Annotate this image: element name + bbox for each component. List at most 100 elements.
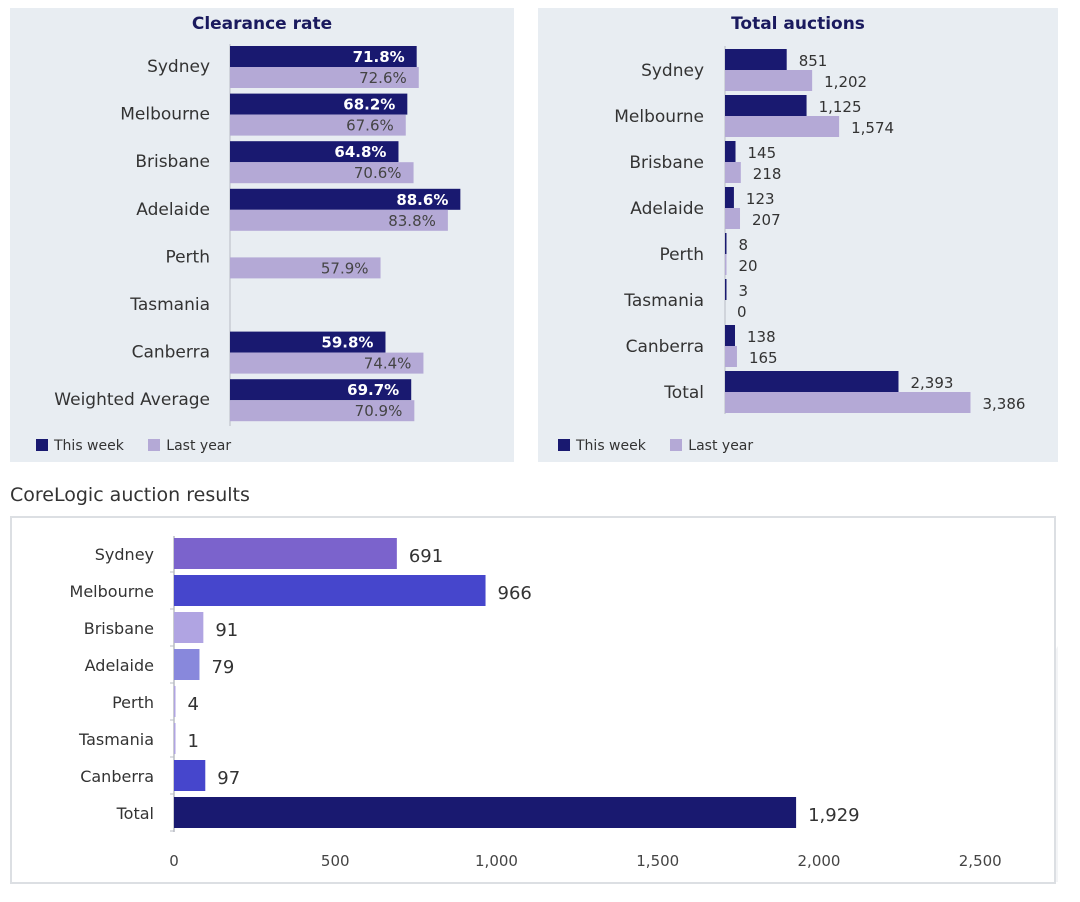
auctions-bar-last-year-perth [725,254,727,275]
clearance-bar-last-year-canberra [230,352,424,374]
clearance-bar-this-week-canberra [230,331,386,353]
clearance-bar-last-year-perth [230,257,381,279]
results-bar-tasmania [174,723,176,754]
results-label-canberra: 97 [217,768,240,789]
clearance-label-this-week-melbourne: 68.2% [343,96,395,114]
clearance-category-weighted-average: Weighted Average [54,390,210,410]
results-bar-adelaide [174,649,200,680]
legend-label-this-week: This week [54,438,124,454]
auctions-bar-this-week-sydney [725,49,787,70]
results-bar-melbourne [174,575,486,606]
auctions-label-last-year-sydney: 1,202 [824,73,867,91]
auctions-label-last-year-tasmania: 0 [737,303,747,321]
legend-last-year: Last year [670,438,753,454]
auctions-bar-this-week-total [725,371,899,392]
results-category-canberra: Canberra [80,767,154,786]
results-label-total: 1,929 [808,805,860,826]
results-bar-brisbane [174,612,204,643]
clearance-rate-chart: Sydney 71.8% 72.6% Melbourne 68.2% 67.6% Brisb… [54,44,461,426]
auctions-bar-this-week-melbourne [725,95,807,116]
legend-swatch-this-week [36,439,48,451]
auctions-category-total: Total [663,383,704,403]
legend-label-last-year: Last year [166,438,232,454]
clearance-bar-last-year-melbourne [230,114,406,136]
total-auctions-panel: Total auctions Sydney 851 1,202 Melbourne 1,… [538,8,1058,462]
clearance-label-last-year-brisbane: 70.6% [354,164,402,182]
clearance-label-last-year-perth: 57.9% [321,259,369,277]
auctions-bar-this-week-perth [725,233,727,254]
auctions-bar-this-week-canberra [725,325,736,346]
clearance-category-adelaide: Adelaide [136,200,210,220]
auctions-label-this-week-total: 2,393 [910,374,953,392]
total-auctions-title: Total auctions [731,14,865,34]
auctions-label-last-year-canberra: 165 [749,349,778,367]
auctions-label-last-year-perth: 20 [739,257,758,275]
auctions-category-sydney: Sydney [641,61,704,81]
results-label-perth: 4 [188,694,199,715]
clearance-category-tasmania: Tasmania [129,295,210,315]
corelogic-results-title: CoreLogic auction results [10,484,250,506]
corelogic-results-chart: Sydney 691 Melbourne 966 Brisbane 91 Adelaide 7… [70,536,1002,870]
clearance-label-this-week-adelaide: 88.6% [396,191,448,209]
auctions-label-this-week-melbourne: 1,125 [819,98,862,116]
auctions-category-brisbane: Brisbane [629,153,704,173]
legend-swatch-last-year [670,439,683,451]
auctions-label-this-week-tasmania: 3 [739,282,749,300]
results-label-melbourne: 966 [498,583,532,604]
clearance-bar-this-week-weighted-average [230,379,412,401]
clearance-category-melbourne: Melbourne [120,105,210,125]
results-bar-sydney [174,538,397,569]
auctions-category-adelaide: Adelaide [630,199,704,219]
results-xtick-1000: 1,000 [475,852,518,870]
clearance-label-last-year-melbourne: 67.6% [346,117,394,135]
results-xtick-1500: 1,500 [636,852,679,870]
clearance-label-last-year-adelaide: 83.8% [388,212,436,230]
auctions-label-this-week-brisbane: 145 [748,144,777,162]
results-xtick-2500: 2,500 [959,852,1002,870]
clearance-bar-this-week-adelaide [230,188,461,210]
clearance-label-last-year-weighted-average: 70.9% [355,402,403,420]
results-label-brisbane: 91 [215,620,238,641]
auctions-bar-last-year-sydney [725,70,813,91]
clearance-bar-last-year-brisbane [230,162,414,184]
results-category-brisbane: Brisbane [84,619,154,638]
clearance-bar-last-year-sydney [230,67,419,88]
legend-label-last-year: Last year [688,438,754,454]
total-auctions-legend: This week Last year [558,438,773,454]
auctions-bar-last-year-total [725,392,971,413]
clearance-rate-legend: This week Last year [36,438,251,454]
clearance-rate-panel: Clearance rate Sydney 71.8% 72.6% Melbourne… [10,8,514,462]
results-category-adelaide: Adelaide [85,656,154,675]
auctions-bar-last-year-canberra [725,346,737,367]
clearance-category-canberra: Canberra [132,343,210,363]
auctions-label-this-week-canberra: 138 [747,328,776,346]
results-xtick-0: 0 [169,852,179,870]
clearance-label-this-week-canberra: 59.8% [321,334,373,352]
clearance-category-brisbane: Brisbane [135,152,210,172]
clearance-label-this-week-brisbane: 64.8% [334,143,386,161]
clearance-label-this-week-sydney: 71.8% [353,48,405,66]
results-xtick-2000: 2,000 [798,852,841,870]
clearance-bar-this-week-sydney [230,46,417,67]
corelogic-results-panel: Sydney 691 Melbourne 966 Brisbane 91 Adelaide 7… [10,516,1056,884]
results-category-total: Total [116,804,154,823]
results-bar-perth [174,686,176,717]
auctions-category-melbourne: Melbourne [614,107,704,127]
auctions-bar-this-week-tasmania [725,279,727,300]
clearance-label-last-year-sydney: 72.6% [359,69,407,87]
auctions-bar-last-year-brisbane [725,162,741,183]
clearance-bar-this-week-melbourne [230,93,408,115]
results-category-melbourne: Melbourne [70,582,154,601]
results-bar-canberra [174,760,206,791]
results-label-adelaide: 79 [211,657,234,678]
auctions-bar-last-year-melbourne [725,116,840,137]
auctions-label-last-year-total: 3,386 [982,395,1025,413]
clearance-bar-this-week-brisbane [230,141,399,163]
results-label-sydney: 691 [409,546,443,567]
auctions-label-this-week-adelaide: 123 [746,190,775,208]
results-label-tasmania: 1 [188,731,199,752]
total-auctions-chart: Sydney 851 1,202 Melbourne 1,125 1,574 Brisban… [614,46,1025,414]
auctions-bar-this-week-brisbane [725,141,736,162]
auctions-label-last-year-adelaide: 207 [752,211,781,229]
legend-last-year: Last year [148,438,231,454]
